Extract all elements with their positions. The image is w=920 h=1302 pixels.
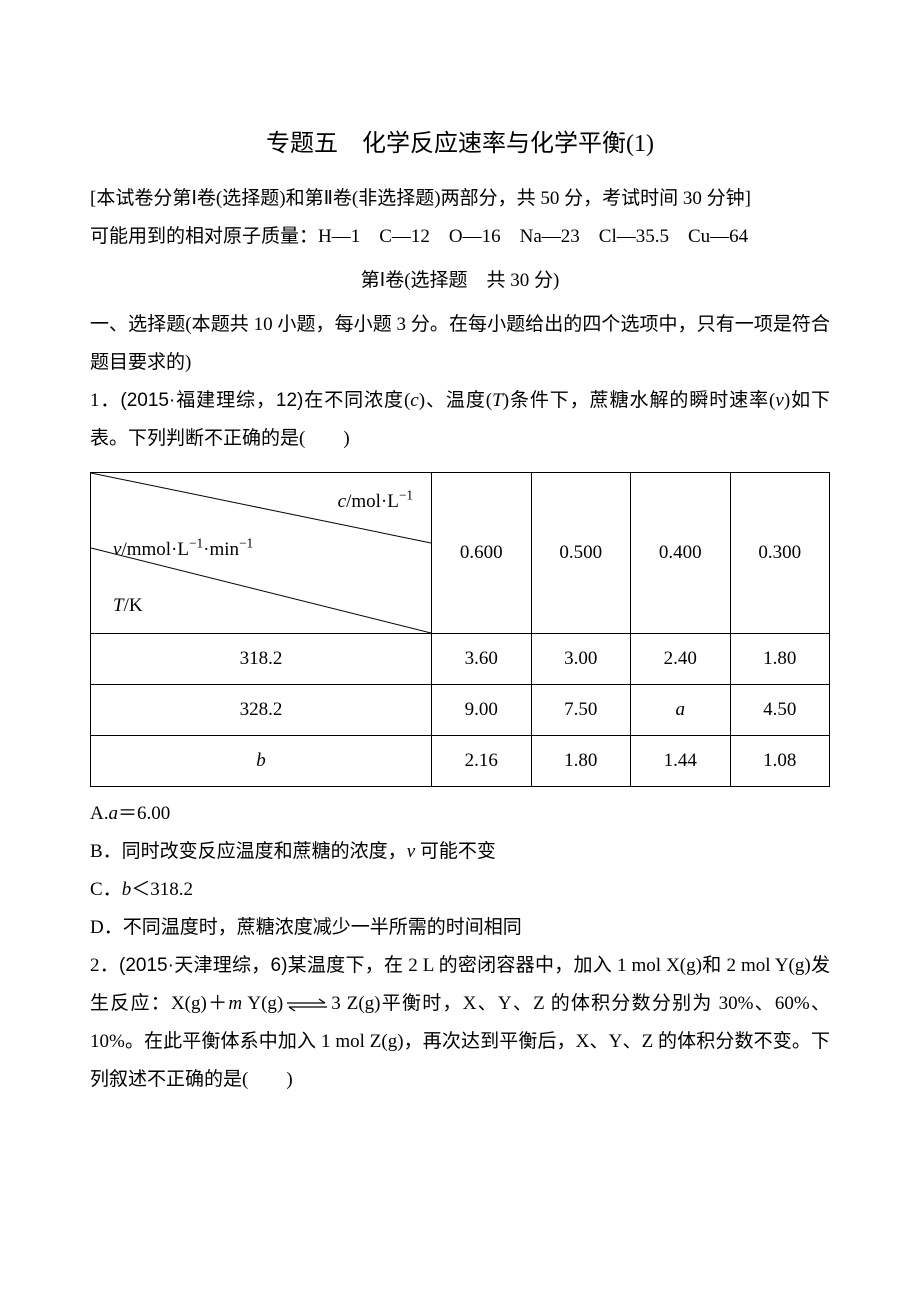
col-header: 0.400 [631, 473, 731, 634]
section-1-heading: 第Ⅰ卷(选择题 共 30 分) [90, 262, 830, 300]
table-cell: 1.80 [531, 736, 631, 787]
table-cell: 2.16 [432, 736, 532, 787]
q1-body-c: )条件下，蔗糖水解的瞬时速率( [503, 390, 776, 411]
q2-prefix: 2． [90, 955, 119, 976]
diag-header-cell: c/mol·L−1 v/mmol·L−1·min−1 T/K [91, 473, 432, 634]
table-cell: 1.08 [730, 736, 830, 787]
table-cell: 1.80 [730, 634, 830, 685]
table-row: b 2.16 1.80 1.44 1.08 [91, 736, 830, 787]
table-cell: a [631, 685, 731, 736]
opt-b-post: 可能不变 [415, 841, 496, 862]
q2-body-b: Y(g) [242, 993, 283, 1014]
page-title: 专题五 化学反应速率与化学平衡(1) [90, 120, 830, 168]
opt-b-var: v [407, 841, 415, 862]
row-label: 318.2 [91, 634, 432, 685]
q1-option-c: C．b＜318.2 [90, 871, 830, 909]
diag-top-right: c/mol·L−1 [338, 483, 413, 521]
diag-v-unit: /mmol·L [121, 539, 189, 560]
table-row: 328.2 9.00 7.50 a 4.50 [91, 685, 830, 736]
opt-c-post: ＜318.2 [131, 879, 193, 900]
table-row: 318.2 3.60 3.00 2.40 1.80 [91, 634, 830, 685]
diag-v-sup2: −1 [239, 536, 253, 551]
opt-b-pre: B．同时改变反应温度和蔗糖的浓度， [90, 841, 407, 862]
q1-body-b: )、温度( [419, 390, 492, 411]
table-cell: 2.40 [631, 634, 731, 685]
diag-v-dot: ·min [203, 539, 239, 560]
exam-instructions: [本试卷分第Ⅰ卷(选择题)和第Ⅱ卷(非选择题)两部分，共 50 分，考试时间 3… [90, 180, 830, 218]
section-1-intro: 一、选择题(本题共 10 小题，每小题 3 分。在每小题给出的四个选项中，只有一… [90, 306, 830, 382]
diag-v-sup1: −1 [189, 536, 203, 551]
col-header: 0.600 [432, 473, 532, 634]
q2-source: (2015·天津理综，6) [119, 955, 287, 976]
col-header: 0.500 [531, 473, 631, 634]
q1-prefix: 1． [90, 390, 120, 411]
table-cell: 3.60 [432, 634, 532, 685]
table-cell: 4.50 [730, 685, 830, 736]
diag-c-unit: /mol·L [346, 491, 399, 512]
diag-bottom-left: T/K [113, 587, 143, 625]
q2-var-m: m [228, 993, 242, 1014]
equilibrium-arrow-icon [285, 998, 329, 1012]
q1-option-a: A.a＝6.00 [90, 795, 830, 833]
table-row: c/mol·L−1 v/mmol·L−1·min−1 T/K 0.600 0.5… [91, 473, 830, 634]
q1-var-t: T [492, 390, 503, 411]
q1-body-a: 在不同浓度( [303, 390, 410, 411]
q1-option-d: D．不同温度时，蔗糖浓度减少一半所需的时间相同 [90, 909, 830, 947]
q1-option-b: B．同时改变反应温度和蔗糖的浓度，v 可能不变 [90, 833, 830, 871]
opt-a-var: a [108, 803, 118, 824]
col-header: 0.300 [730, 473, 830, 634]
diag-c-var: c [338, 491, 346, 512]
diag-mid-left: v/mmol·L−1·min−1 [113, 531, 253, 569]
opt-a-pre: A. [90, 803, 108, 824]
atomic-masses: 可能用到的相对原子质量：H—1 C—12 O—16 Na—23 Cl—35.5 … [90, 218, 830, 256]
table-cell: 3.00 [531, 634, 631, 685]
table-cell: 1.44 [631, 736, 731, 787]
opt-a-post: ＝6.00 [118, 803, 170, 824]
q1-source: (2015·福建理综，12) [120, 390, 303, 411]
q1-stem: 1．(2015·福建理综，12)在不同浓度(c)、温度(T)条件下，蔗糖水解的瞬… [90, 382, 830, 458]
diag-t-unit: /K [124, 595, 143, 616]
table-cell: 9.00 [432, 685, 532, 736]
row-label: b [91, 736, 432, 787]
exam-page: 专题五 化学反应速率与化学平衡(1) [本试卷分第Ⅰ卷(选择题)和第Ⅱ卷(非选择… [0, 0, 920, 1302]
opt-c-var: b [122, 879, 132, 900]
opt-c-pre: C． [90, 879, 122, 900]
q1-var-c: c [410, 390, 418, 411]
table-cell: 7.50 [531, 685, 631, 736]
row-label: 328.2 [91, 685, 432, 736]
q1-table: c/mol·L−1 v/mmol·L−1·min−1 T/K 0.600 0.5… [90, 472, 830, 787]
q1-var-v: v [775, 390, 783, 411]
diag-c-sup: −1 [399, 488, 413, 503]
diag-t-var: T [113, 595, 124, 616]
q2-stem: 2．(2015·天津理综，6)某温度下，在 2 L 的密闭容器中，加入 1 mo… [90, 947, 830, 1099]
